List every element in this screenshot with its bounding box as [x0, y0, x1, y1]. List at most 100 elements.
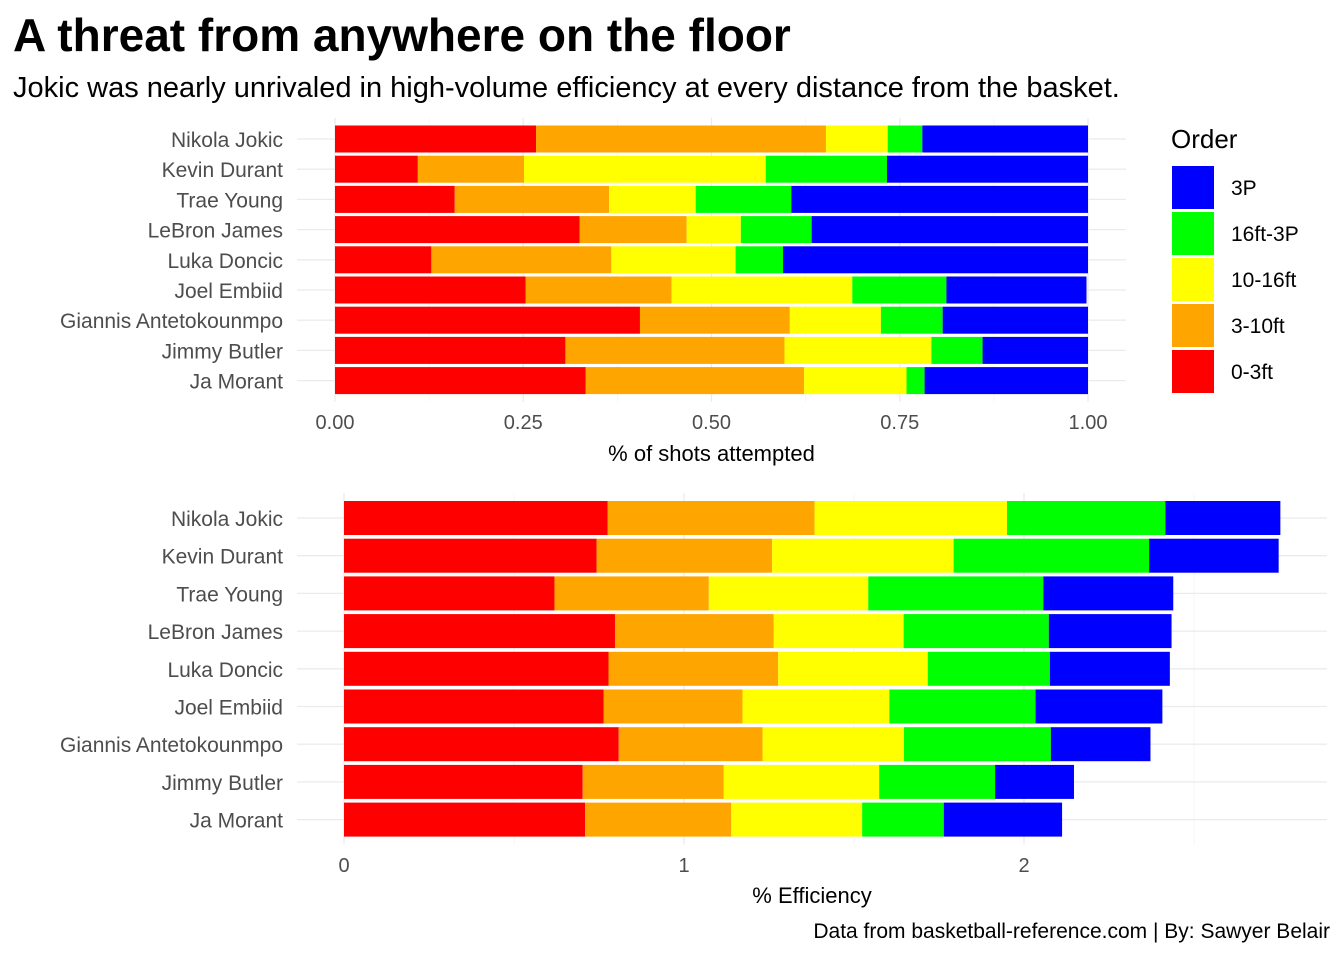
- x-tick-label: 2: [1018, 855, 1029, 877]
- legend-key-3p: [1172, 166, 1214, 209]
- bar-giannis-antetokounmpo-3p: [1050, 727, 1151, 762]
- bar-kevin-durant-16ft-3p: [953, 538, 1150, 573]
- bar-nikola-jokic-0-3ft: [344, 501, 608, 535]
- bar-luka-doncic-0-3ft: [344, 651, 609, 686]
- bar-nikola-jokic-3-10ft: [536, 125, 826, 153]
- y-tick-label: Jimmy Butler: [162, 340, 283, 363]
- bar-kevin-durant-16ft-3p: [765, 155, 887, 183]
- y-tick-label: Kevin Durant: [162, 546, 284, 569]
- bar-giannis-antetokounmpo-3-10ft: [639, 306, 790, 334]
- bar-lebron-james-3-10ft: [579, 216, 687, 244]
- x-tick-label: 0.25: [504, 412, 543, 434]
- y-tick-label: Joel Embiid: [174, 697, 283, 720]
- y-tick-label: Luka Doncic: [167, 250, 283, 273]
- y-tick-label: LeBron James: [148, 621, 283, 644]
- bar-jimmy-butler-0-3ft: [344, 764, 583, 799]
- x-tick-label: 1: [678, 855, 689, 877]
- legend: Order 3P 16ft-3P 10-16ft 3-10ft 0-3ft: [1171, 124, 1299, 393]
- bar-lebron-james-10-16ft: [686, 216, 741, 244]
- bar-trae-young-3-10ft: [454, 185, 610, 213]
- bar-trae-young-3-10ft: [554, 576, 709, 611]
- bar-ja-morant-3-10ft: [585, 367, 805, 395]
- legend-label: 3-10ft: [1231, 315, 1285, 338]
- legend-label: 10-16ft: [1231, 269, 1297, 292]
- y-tick-label: Giannis Antetokounmpo: [60, 310, 283, 333]
- x-tick-label: 0.75: [880, 412, 919, 434]
- legend-key-0-3ft: [1172, 350, 1214, 393]
- bar-luka-doncic-3p: [1049, 651, 1170, 686]
- bar-lebron-james-16ft-3p: [740, 216, 812, 244]
- legend-title: Order: [1171, 124, 1238, 154]
- bar-giannis-antetokounmpo-3-10ft: [618, 727, 763, 762]
- bar-lebron-james-3p: [811, 216, 1088, 244]
- bar-jimmy-butler-10-16ft: [784, 336, 932, 364]
- bar-nikola-jokic-10-16ft: [814, 501, 1007, 535]
- bar-jimmy-butler-3p: [995, 764, 1074, 799]
- bar-giannis-antetokounmpo-16ft-3p: [903, 727, 1051, 762]
- bar-trae-young-3p: [1043, 576, 1174, 611]
- x-axis-title: % Efficiency: [752, 883, 871, 908]
- bar-giannis-antetokounmpo-0-3ft: [344, 727, 619, 762]
- bar-joel-embiid-16ft-3p: [852, 276, 947, 304]
- x-tick-label: 0: [338, 855, 349, 877]
- bar-jimmy-butler-16ft-3p: [879, 764, 996, 799]
- chart-title: A threat from anywhere on the floor: [13, 9, 791, 61]
- x-axis-title: % of shots attempted: [608, 441, 815, 466]
- legend-label: 0-3ft: [1231, 361, 1273, 384]
- y-tick-label: Luka Doncic: [167, 659, 283, 682]
- chart-subtitle: Jokic was nearly unrivaled in high-volum…: [13, 72, 1120, 104]
- bar-giannis-antetokounmpo-10-16ft: [789, 306, 881, 334]
- bar-lebron-james-0-3ft: [335, 216, 580, 244]
- bar-nikola-jokic-3-10ft: [607, 501, 815, 535]
- bar-giannis-antetokounmpo-3p: [942, 306, 1088, 334]
- bar-nikola-jokic-3p: [922, 125, 1088, 153]
- bar-lebron-james-10-16ft: [773, 614, 904, 649]
- y-tick-label: Jimmy Butler: [162, 772, 283, 795]
- bar-ja-morant-3p: [943, 802, 1063, 837]
- bar-luka-doncic-10-16ft: [778, 651, 928, 686]
- bar-trae-young-10-16ft: [708, 576, 869, 611]
- chart-caption: Data from basketball-reference.com | By:…: [813, 920, 1330, 943]
- y-tick-label: Ja Morant: [190, 371, 284, 394]
- bar-joel-embiid-0-3ft: [344, 689, 604, 724]
- bar-kevin-durant-3p: [1149, 538, 1279, 573]
- bar-kevin-durant-0-3ft: [335, 155, 418, 183]
- bar-luka-doncic-3-10ft: [431, 246, 612, 274]
- bar-kevin-durant-3-10ft: [596, 538, 773, 573]
- bar-trae-young-10-16ft: [609, 185, 696, 213]
- bar-luka-doncic-16ft-3p: [735, 246, 784, 274]
- bar-lebron-james-3-10ft: [614, 614, 774, 649]
- x-tick-label: 0.50: [692, 412, 731, 434]
- bar-ja-morant-3-10ft: [585, 802, 732, 837]
- bar-joel-embiid-3-10ft: [603, 689, 743, 724]
- bar-jimmy-butler-10-16ft: [723, 764, 880, 799]
- bar-ja-morant-16ft-3p: [862, 802, 944, 837]
- bar-joel-embiid-16ft-3p: [889, 689, 1036, 724]
- bar-luka-doncic-10-16ft: [611, 246, 736, 274]
- bar-giannis-antetokounmpo-16ft-3p: [880, 306, 943, 334]
- x-tick-label: 0.00: [316, 412, 355, 434]
- bar-jimmy-butler-3-10ft: [582, 764, 724, 799]
- bar-joel-embiid-3p: [1035, 689, 1163, 724]
- bar-lebron-james-16ft-3p: [903, 614, 1049, 649]
- y-tick-label: Nikola Jokic: [171, 508, 283, 531]
- bar-luka-doncic-3-10ft: [608, 651, 779, 686]
- efficiency-panel: Nikola Jokic Kevin Durant Trae Young LeBron…: [60, 493, 1327, 908]
- bar-kevin-durant-10-16ft: [524, 155, 766, 183]
- y-tick-label: Giannis Antetokounmpo: [60, 734, 283, 757]
- bar-ja-morant-0-3ft: [344, 802, 586, 837]
- legend-key-16ft-3p: [1172, 212, 1214, 255]
- y-tick-label: Kevin Durant: [162, 159, 284, 182]
- bar-joel-embiid-10-16ft: [671, 276, 853, 304]
- bar-joel-embiid-3p: [946, 276, 1087, 304]
- bar-giannis-antetokounmpo-0-3ft: [335, 306, 640, 334]
- bar-nikola-jokic-10-16ft: [825, 125, 888, 153]
- bar-kevin-durant-3p: [886, 155, 1088, 183]
- legend-key-3-10ft: [1172, 304, 1214, 347]
- bar-joel-embiid-3-10ft: [525, 276, 672, 304]
- bar-ja-morant-10-16ft: [731, 802, 863, 837]
- y-tick-label: Ja Morant: [190, 810, 284, 833]
- y-tick-label: Trae Young: [176, 189, 283, 212]
- bar-joel-embiid-10-16ft: [742, 689, 890, 724]
